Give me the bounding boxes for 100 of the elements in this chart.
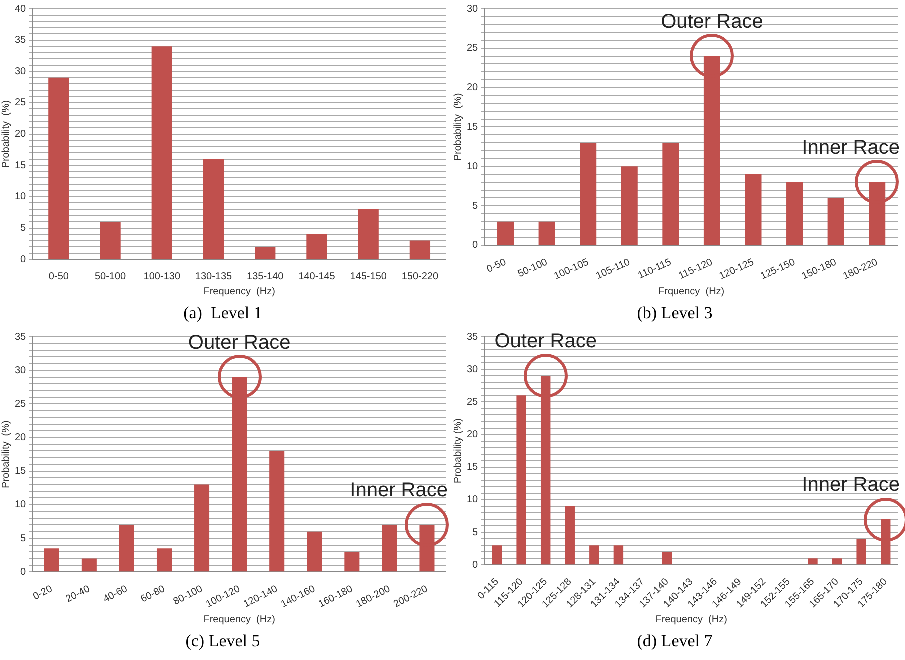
y-axis-title: Probability (%) — [452, 93, 464, 162]
bar — [420, 525, 435, 572]
bar — [255, 247, 276, 260]
y-tick-label: 10 — [15, 500, 27, 511]
y-tick-label: 20 — [15, 129, 27, 140]
bar — [565, 506, 575, 565]
text: (a) Level 1 — [184, 303, 262, 322]
bar — [498, 222, 514, 245]
y-tick-label: 25 — [467, 43, 479, 54]
bar — [538, 222, 556, 245]
x-tick-label: 145-150 — [350, 271, 388, 282]
x-axis-title: Frquency (Hz) — [658, 286, 725, 298]
bar — [540, 376, 551, 565]
annotation: Inner Race — [802, 136, 900, 159]
y-tick-label: 0 — [472, 560, 479, 571]
x-axis-title: Frequency (Hz) — [204, 614, 276, 626]
y-tick-label: 5 — [472, 200, 479, 212]
x-tick-label: 140-145 — [298, 271, 336, 282]
y-tick-label: 30 — [467, 4, 479, 15]
bar — [786, 182, 804, 245]
y-tick-label: 5 — [472, 527, 479, 538]
y-axis-title: Probability (%) — [452, 418, 464, 484]
bar — [808, 558, 818, 565]
x-tick-label: 0-20 — [32, 584, 55, 603]
bar — [306, 234, 328, 260]
bar — [119, 525, 134, 572]
y-tick-label: 10 — [467, 494, 479, 506]
bar — [382, 525, 398, 572]
bar — [82, 558, 97, 572]
x-tick-label: 40-60 — [102, 584, 130, 606]
y-tick-label: 15 — [467, 462, 479, 474]
x-tick-label: 0-50 — [485, 256, 509, 276]
bar — [516, 396, 526, 565]
y-tick-label: 0 — [20, 254, 27, 266]
bar — [152, 46, 172, 260]
bar — [828, 198, 844, 245]
bar — [492, 546, 502, 565]
x-tick-label: 135-140 — [247, 271, 284, 282]
y-axis-title: Probability (%) — [0, 100, 12, 168]
bar — [307, 532, 322, 572]
annotation: Inner Race — [350, 480, 448, 502]
x-tick-label: 150-220 — [402, 271, 439, 282]
y-tick-label: 20 — [467, 430, 479, 441]
bar — [232, 377, 248, 572]
y-tick-label: 30 — [15, 66, 27, 78]
bar — [156, 548, 172, 572]
bar — [869, 182, 886, 245]
annotation: Outer Race — [494, 330, 597, 353]
y-tick-label: 35 — [15, 332, 27, 343]
bar — [203, 159, 224, 260]
bar — [856, 539, 866, 565]
bar — [832, 558, 842, 565]
bar — [48, 78, 70, 260]
y-tick-label: 10 — [15, 192, 27, 203]
y-tick-label: 0 — [20, 566, 27, 578]
x-tick-label: 60-80 — [139, 584, 168, 606]
x-tick-label: 130-135 — [195, 271, 233, 282]
y-tick-label: 25 — [15, 98, 27, 109]
y-tick-label: 20 — [15, 432, 27, 444]
y-tick-label: 25 — [467, 396, 479, 408]
y-tick-label: 30 — [15, 365, 27, 376]
bar — [194, 484, 210, 572]
y-tick-label: 15 — [467, 122, 479, 133]
y-tick-label: 40 — [15, 4, 27, 15]
y-tick-label: 15 — [15, 160, 27, 172]
bar — [44, 548, 60, 572]
bar — [344, 552, 360, 572]
bar — [881, 520, 891, 565]
text: (d) Level 7 — [637, 631, 714, 650]
x-tick-label: 20-40 — [64, 584, 92, 606]
bar — [358, 209, 379, 260]
y-tick-label: 5 — [20, 533, 27, 544]
bar — [614, 546, 624, 565]
y-axis-title: Probability (%) — [0, 420, 12, 488]
y-tick-label: 20 — [467, 82, 479, 94]
y-tick-label: 35 — [467, 332, 479, 343]
annotation: Outer Race — [661, 10, 764, 33]
bar — [662, 143, 680, 245]
y-tick-label: 35 — [15, 35, 27, 46]
y-tick-label: 15 — [15, 466, 27, 478]
bar — [590, 546, 600, 565]
bar — [580, 143, 597, 245]
x-tick-label: 0-50 — [48, 271, 70, 282]
y-tick-label: 0 — [472, 240, 479, 252]
bar — [270, 451, 285, 572]
y-tick-label: 10 — [467, 161, 479, 172]
y-tick-label: 5 — [20, 223, 27, 234]
x-axis-title: Frequency (Hz) — [204, 286, 276, 298]
bar — [745, 174, 762, 245]
bar — [100, 222, 121, 260]
bar — [621, 166, 638, 245]
bar — [704, 56, 720, 245]
x-axis-title: Frequency (Hz) — [656, 614, 728, 626]
y-tick-label: 25 — [15, 398, 27, 410]
x-tick-label: 100-130 — [144, 271, 181, 282]
bar — [410, 240, 431, 260]
annotation: Outer Race — [188, 332, 291, 354]
annotation: Inner Race — [802, 474, 900, 496]
y-tick-label: 30 — [467, 364, 479, 376]
x-tick-label: 50-100 — [94, 271, 127, 282]
